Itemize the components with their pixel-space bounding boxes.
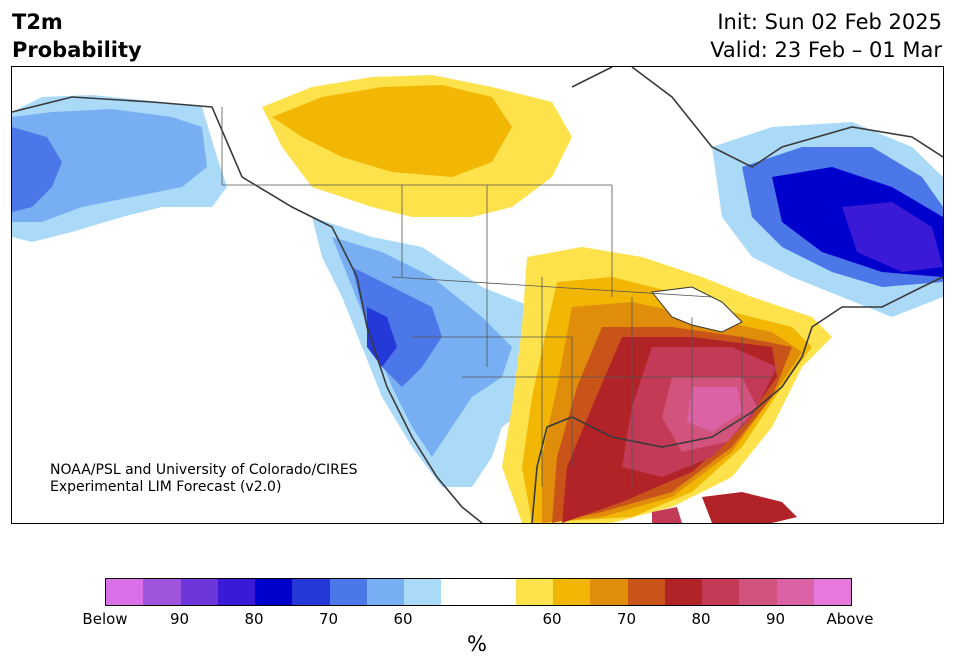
colorbar-segment (217, 579, 255, 605)
valid-period: Valid: 23 Feb – 01 Mar (710, 38, 942, 62)
colorbar (105, 578, 852, 606)
colorbar-tick-label: Above (826, 610, 874, 628)
colorbar-segment (366, 579, 404, 605)
colorbar-segment (292, 579, 330, 605)
colorbar-segment (702, 579, 740, 605)
colorbar-segment (590, 579, 628, 605)
region-alaska-below-inner (12, 109, 207, 222)
map-title: T2m Probability (12, 8, 142, 64)
colorbar-tick-labels: Below 90 80 70 60 60 70 80 90 Above (0, 610, 954, 630)
title-product: Probability (12, 38, 142, 62)
probability-map (12, 67, 943, 523)
colorbar-tick-label: Below (82, 610, 128, 628)
region-west-below-core (352, 267, 442, 387)
colorbar-tick-label: 70 (616, 610, 637, 628)
colorbar-segment (627, 579, 665, 605)
title-variable: T2m (12, 10, 63, 34)
region-cuba-above (702, 492, 797, 523)
colorbar-unit: % (467, 632, 487, 656)
colorbar-tick-label: 70 (318, 610, 339, 628)
forecast-dates: Init: Sun 02 Feb 2025 Valid: 23 Feb – 01… (710, 8, 942, 64)
colorbar-segment (515, 579, 553, 605)
great-lakes (651, 286, 743, 333)
state-borders (221, 107, 772, 487)
init-date: Init: Sun 02 Feb 2025 (717, 10, 942, 34)
colorbar-tick-label: 90 (765, 610, 786, 628)
colorbar-segment (553, 579, 591, 605)
region-alaska-below-core (12, 127, 62, 212)
region-gulf-above (687, 387, 742, 432)
map-credit: NOAA/PSL and University of Colorado/CIRE… (50, 462, 358, 496)
region-canada-above-inner (272, 85, 512, 177)
credit-line1: NOAA/PSL and University of Colorado/CIRE… (50, 462, 358, 478)
colorbar-segment (180, 579, 218, 605)
colorbar-tick-label: 80 (244, 610, 264, 628)
colorbar-segment (255, 579, 293, 605)
colorbar-segment (106, 579, 144, 605)
colorbar-segment (739, 579, 777, 605)
colorbar-segment (813, 579, 851, 605)
colorbar-tick-label: 80 (691, 610, 711, 628)
coastline (12, 67, 943, 523)
colorbar-segment (329, 579, 367, 605)
region-labrador-below-core (842, 202, 943, 272)
map-panel: NOAA/PSL and University of Colorado/CIRE… (11, 66, 944, 524)
colorbar-segment (478, 579, 516, 605)
colorbar-segment (776, 579, 814, 605)
credit-line2: Experimental LIM Forecast (v2.0) (50, 479, 282, 495)
region-haiti-above (652, 507, 682, 523)
colorbar-segment (664, 579, 702, 605)
colorbar-segment (404, 579, 442, 605)
colorbar-segment (143, 579, 181, 605)
colorbar-tick-label: 60 (542, 610, 562, 628)
colorbar-tick-label: 90 (169, 610, 190, 628)
colorbar-segment (441, 579, 479, 605)
colorbar-tick-label: 60 (393, 610, 413, 628)
